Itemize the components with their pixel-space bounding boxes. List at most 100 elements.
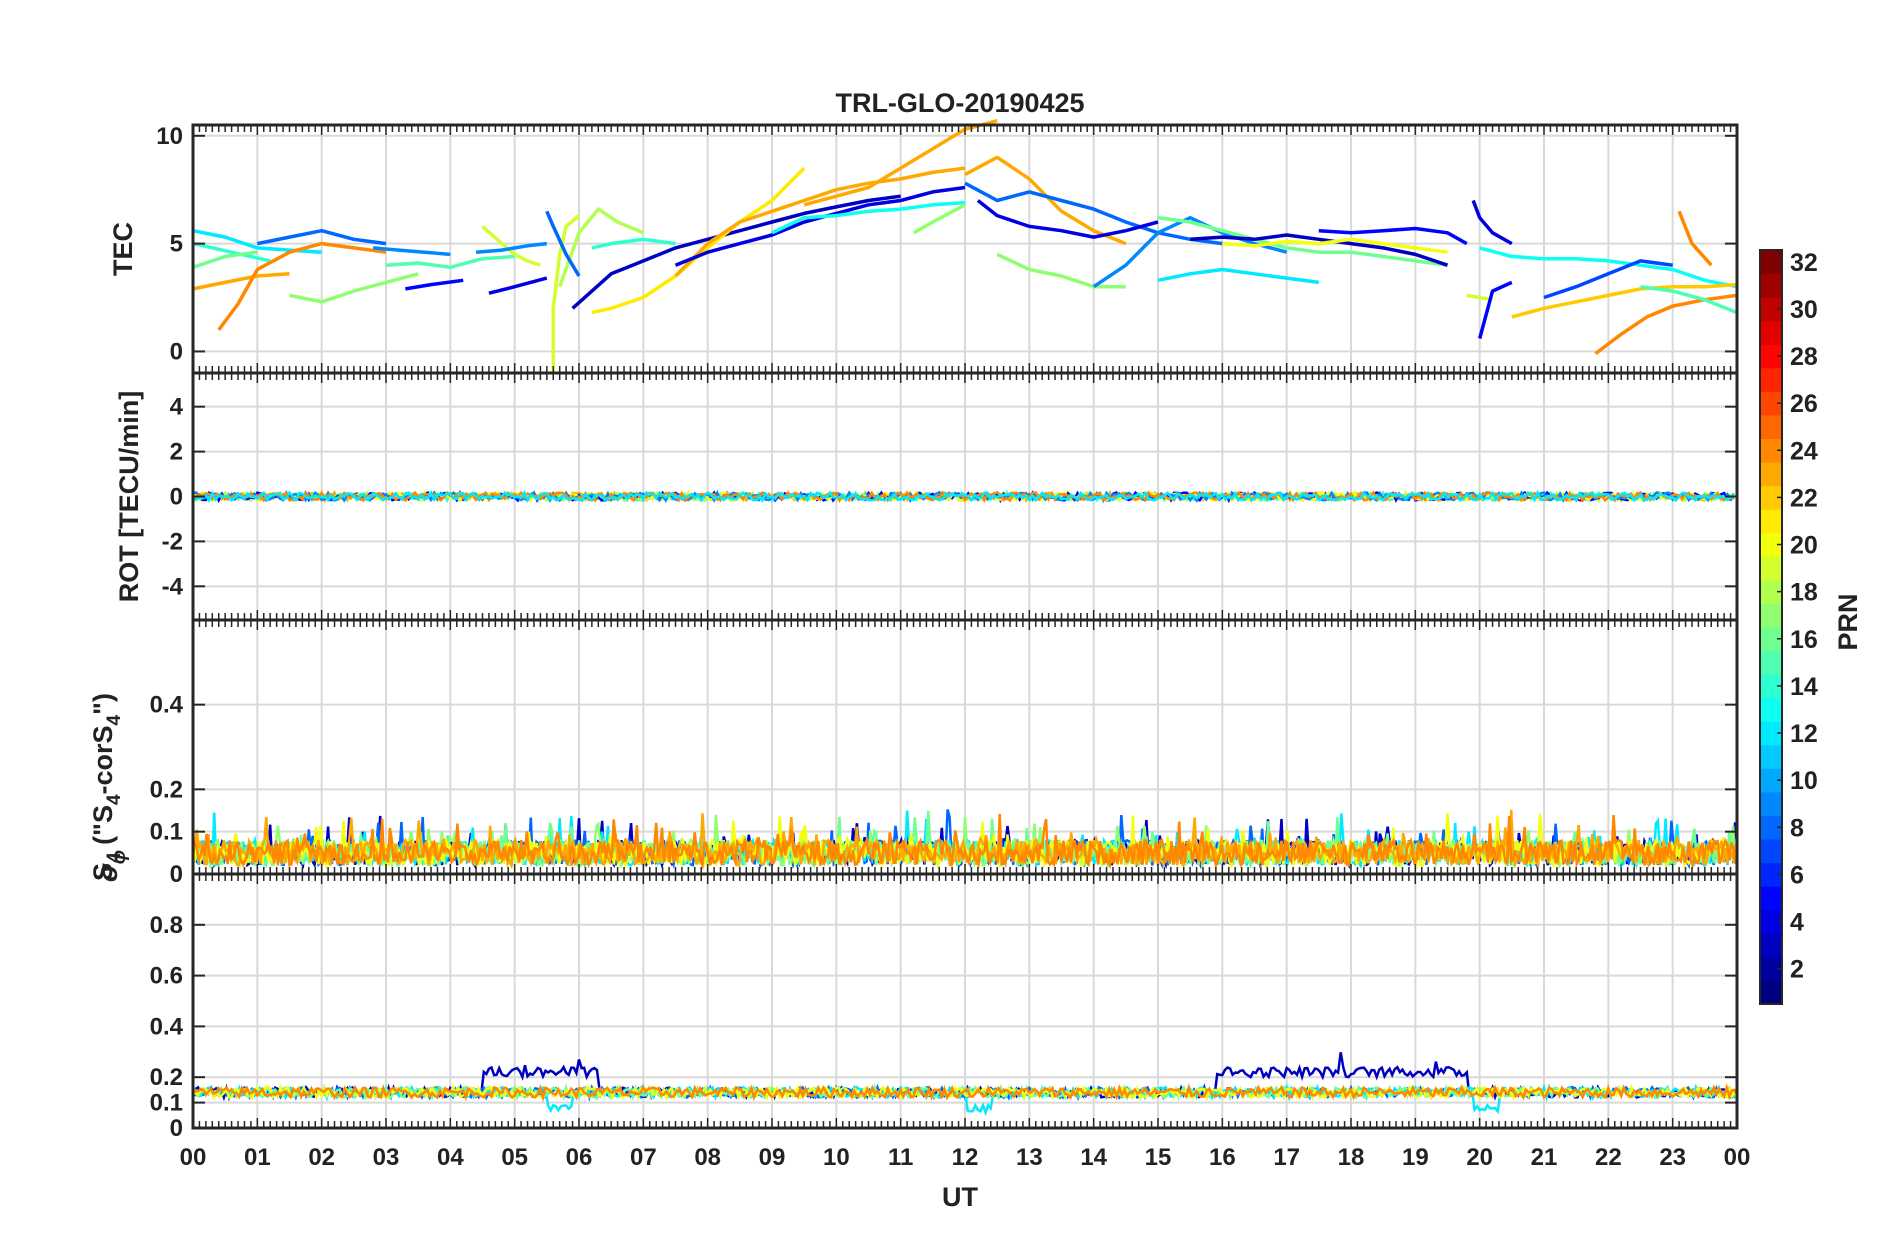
colorbar-swatch bbox=[1760, 579, 1782, 604]
panel-tec: 0 5 10 TEC bbox=[108, 119, 1739, 375]
chart-title: TRL-GLO-20190425 bbox=[835, 88, 1084, 118]
x-tick-label: 09 bbox=[759, 1144, 786, 1171]
x-tick-label: 02 bbox=[308, 1144, 335, 1171]
tec-track-prn-8 bbox=[256, 228, 387, 246]
tec-track-prn-9 bbox=[372, 246, 451, 257]
tec-track-prn-5 bbox=[1318, 226, 1468, 246]
colorbar-tick-label: 2 bbox=[1790, 956, 1804, 984]
x-tick-label: 19 bbox=[1402, 1144, 1429, 1171]
x-tick-label: 07 bbox=[630, 1144, 657, 1171]
colorbar-frame bbox=[1759, 249, 1783, 1005]
y-tick-label: -2 bbox=[162, 528, 183, 555]
colorbar-swatch bbox=[1760, 697, 1782, 722]
colorbar-swatch bbox=[1760, 815, 1782, 840]
colorbar-swatch bbox=[1760, 344, 1782, 369]
tec-track-prn-15 bbox=[385, 254, 515, 270]
tec-track-prn-23 bbox=[192, 272, 290, 291]
tec-track-prn-4 bbox=[976, 199, 1159, 239]
tec-track-prn-14 bbox=[192, 241, 271, 263]
tec-track-prn-9 bbox=[475, 241, 547, 254]
y-tick-label: 0 bbox=[170, 861, 183, 888]
x-tick-label: 05 bbox=[501, 1144, 528, 1171]
colorbar-tick-label: 6 bbox=[1790, 861, 1804, 889]
x-tick-label: 13 bbox=[1016, 1144, 1043, 1171]
colorbar-swatch bbox=[1760, 414, 1782, 439]
y-tick-label: 4 bbox=[170, 394, 184, 421]
colorbar-tick-label: 10 bbox=[1790, 767, 1818, 795]
panel-s4: 0 0.1 0.2 0.4 S4 ("S4-corS4") bbox=[88, 618, 1739, 888]
tec-track-prn-5 bbox=[1478, 280, 1513, 339]
y-tick-label: 2 bbox=[170, 439, 183, 466]
x-tick-label: 22 bbox=[1595, 1144, 1622, 1171]
x-tick-label: 00 bbox=[1724, 1144, 1751, 1171]
x-tick-label: 12 bbox=[952, 1144, 979, 1171]
x-tick-label: 21 bbox=[1531, 1144, 1558, 1171]
x-tick-label: 17 bbox=[1273, 1144, 1300, 1171]
colorbar-swatch bbox=[1760, 933, 1782, 958]
tec-track-prn-23 bbox=[674, 166, 966, 278]
tec-track-prn-7 bbox=[1543, 259, 1673, 300]
tec-track-prn-18 bbox=[558, 207, 644, 288]
y-tick-label: 0 bbox=[170, 1115, 183, 1142]
colorbar-swatch bbox=[1760, 273, 1782, 298]
colorbar-swatch bbox=[1760, 509, 1782, 534]
colorbar-tick-label: 12 bbox=[1790, 720, 1818, 748]
colorbar-swatch bbox=[1760, 721, 1782, 746]
colorbar-tick-label: 30 bbox=[1790, 296, 1818, 324]
x-axis-label: UT bbox=[942, 1182, 978, 1212]
colorbar-tick-label: 16 bbox=[1790, 626, 1818, 654]
colorbar-swatch bbox=[1760, 674, 1782, 699]
colorbar-swatch bbox=[1760, 556, 1782, 581]
x-tick-label: 18 bbox=[1338, 1144, 1365, 1171]
tec-track-prn-16 bbox=[192, 250, 258, 269]
y-axis-label-s4: S4 ("S4-corS4") bbox=[88, 693, 125, 881]
tec-track-prn-13 bbox=[771, 200, 966, 235]
tec-track-prn-12 bbox=[1157, 267, 1320, 285]
y-axis-label-tec: TEC bbox=[108, 222, 138, 276]
colorbar-swatch bbox=[1760, 768, 1782, 793]
colorbar-swatch bbox=[1760, 980, 1782, 1005]
colorbar-tick-label: 4 bbox=[1790, 909, 1804, 937]
sigma-series-prn-20 bbox=[191, 1083, 1739, 1103]
tec-track-prn-20 bbox=[1222, 237, 1448, 254]
colorbar-tick-label: 20 bbox=[1790, 532, 1818, 560]
y-tick-label: 10 bbox=[156, 123, 183, 150]
tec-track-prn-17 bbox=[912, 203, 966, 235]
tec-track-prn-5 bbox=[405, 278, 464, 291]
colorbar-swatch bbox=[1760, 791, 1782, 816]
x-tick-label: 04 bbox=[437, 1144, 464, 1171]
x-tick-label: 08 bbox=[694, 1144, 721, 1171]
colorbar-swatch bbox=[1760, 839, 1782, 864]
y-tick-label: 0.4 bbox=[150, 1013, 184, 1040]
colorbar-swatch bbox=[1760, 462, 1782, 487]
colorbar-tick-label: 26 bbox=[1790, 390, 1818, 418]
colorbar-swatch bbox=[1760, 650, 1782, 675]
series-group-tec bbox=[192, 119, 1738, 373]
tec-track-prn-24 bbox=[1594, 293, 1738, 355]
series-group-sigma bbox=[191, 1052, 1739, 1117]
colorbar-label: PRN bbox=[1833, 593, 1863, 650]
colorbar-swatch bbox=[1760, 886, 1782, 911]
panel-sigma: 00.10.20.40.60.8σϕ bbox=[93, 850, 1739, 1142]
colorbar-tick-label: 24 bbox=[1790, 437, 1818, 465]
colorbar-swatch bbox=[1760, 438, 1782, 463]
x-tick-label: 06 bbox=[566, 1144, 593, 1171]
tec-track-prn-4 bbox=[1471, 199, 1513, 246]
y-axis-label-sigma: σϕ bbox=[93, 850, 130, 882]
colorbar-swatch bbox=[1760, 532, 1782, 557]
x-tick-label: 20 bbox=[1466, 1144, 1493, 1171]
x-tick-label: 00 bbox=[180, 1144, 207, 1171]
colorbar-swatch bbox=[1760, 297, 1782, 322]
y-tick-label: 0.2 bbox=[150, 776, 183, 803]
x-tick-label: 14 bbox=[1080, 1144, 1107, 1171]
y-tick-label: 0.6 bbox=[150, 963, 183, 990]
colorbar-swatch bbox=[1760, 909, 1782, 934]
tec-track-prn-17 bbox=[996, 252, 1126, 289]
x-tick-label: 23 bbox=[1659, 1144, 1686, 1171]
tec-track-prn-15 bbox=[1640, 284, 1738, 315]
y-tick-label: 0.1 bbox=[150, 1090, 183, 1117]
x-tick-label: 03 bbox=[373, 1144, 400, 1171]
tec-track-prn-3 bbox=[1190, 233, 1449, 267]
x-tick-label: 16 bbox=[1209, 1144, 1236, 1171]
